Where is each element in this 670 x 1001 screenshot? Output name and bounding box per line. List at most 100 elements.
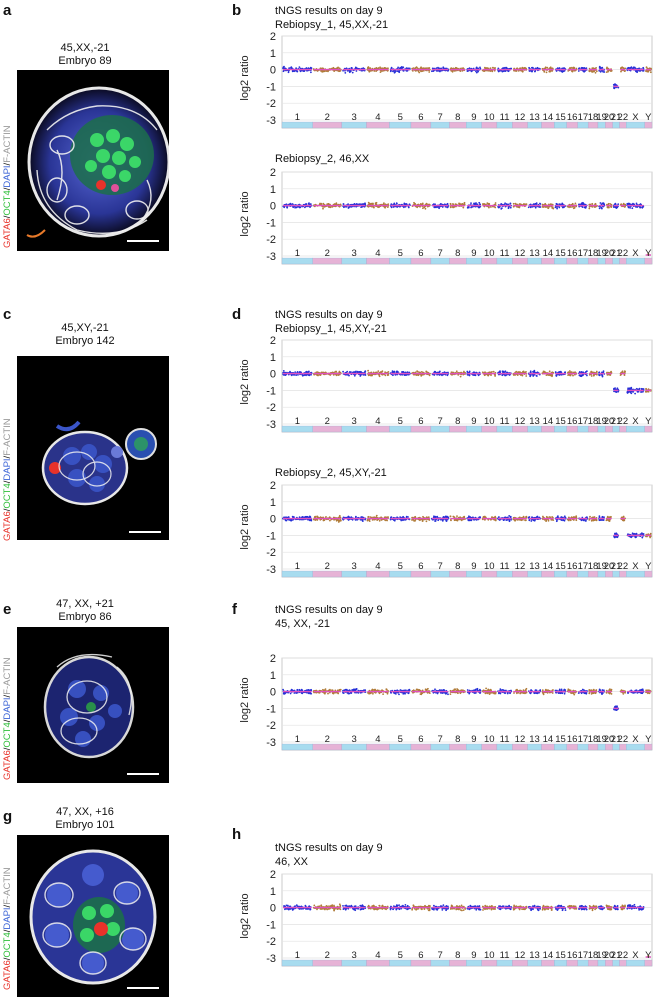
chromosome-strip — [554, 425, 567, 433]
data-point — [438, 207, 440, 210]
data-point — [516, 374, 519, 376]
data-point — [373, 70, 376, 72]
data-point — [475, 519, 478, 521]
data-point — [592, 373, 595, 376]
data-point — [295, 206, 298, 209]
data-point — [458, 202, 460, 205]
data-point — [631, 207, 634, 210]
chromosome-label: 10 — [484, 416, 495, 427]
data-point — [610, 69, 613, 72]
data-point — [634, 392, 636, 395]
data-point — [586, 374, 588, 377]
chromosome-7-points — [431, 66, 450, 73]
chromosome-label: 5 — [398, 416, 403, 427]
data-point — [598, 515, 601, 518]
data-point — [644, 70, 647, 72]
data-point — [608, 520, 611, 522]
chromosome-strip — [566, 257, 578, 265]
chromosome-strip — [554, 570, 567, 578]
data-point — [282, 70, 285, 73]
data-point — [385, 516, 388, 519]
data-point — [392, 70, 394, 73]
stain-sep: / — [2, 215, 13, 219]
data-point — [369, 67, 371, 69]
data-point — [545, 71, 548, 74]
data-point — [397, 66, 399, 69]
chromosome-label: 6 — [418, 416, 423, 427]
chromosome-label: 11 — [500, 248, 510, 259]
chromosome-9-points — [466, 515, 482, 522]
data-point — [588, 374, 591, 376]
chromosome-strip — [566, 425, 578, 433]
y-tick-label: 2 — [270, 480, 276, 492]
chromosome-label: X — [632, 561, 639, 572]
data-point — [370, 202, 373, 205]
data-point — [529, 206, 532, 209]
chromosome-strip — [512, 425, 528, 433]
data-point — [600, 206, 603, 209]
y-tick-label: -3 — [266, 419, 276, 431]
panel-label-d: d — [232, 306, 242, 323]
chromosome-14-points — [541, 202, 555, 210]
chromosome-label: X — [632, 112, 639, 123]
data-point — [289, 692, 292, 695]
chromosome-strip — [541, 121, 555, 129]
chromosome-X-points — [626, 66, 645, 74]
data-point — [569, 519, 572, 522]
panel-label-a: a — [3, 2, 12, 19]
data-point — [598, 65, 601, 68]
data-point — [492, 370, 495, 373]
data-point — [287, 516, 290, 518]
data-point — [387, 67, 389, 70]
data-point — [517, 205, 519, 208]
data-point — [283, 65, 285, 68]
chromosome-label: 17 — [578, 561, 589, 572]
chromosome-22-points — [620, 66, 627, 73]
data-point — [594, 71, 597, 74]
chromosome-label: X — [632, 416, 639, 427]
data-point — [590, 519, 593, 522]
chromosome-label: 13 — [529, 248, 540, 259]
chromosome-19-points — [598, 515, 605, 522]
chromosome-6-points — [411, 515, 431, 523]
data-point — [558, 67, 561, 69]
data-point — [283, 374, 285, 376]
chromosome-label: 4 — [375, 112, 380, 123]
data-point — [451, 70, 454, 72]
data-point — [642, 388, 645, 390]
stain-legend-e: GATA6/OCT4/DAPI/F-ACTIN — [2, 657, 13, 780]
data-point — [345, 206, 347, 208]
chromosome-label: 4 — [375, 416, 380, 427]
data-point — [551, 516, 554, 518]
data-point — [459, 375, 462, 378]
data-point — [351, 518, 354, 521]
chromosome-label: 19 — [596, 248, 607, 259]
chromosome-label: 11 — [500, 112, 510, 123]
chromosome-label: 4 — [375, 248, 380, 259]
chromosome-label: Y — [645, 248, 652, 259]
data-point — [585, 67, 588, 70]
data-point — [316, 516, 319, 519]
data-point — [544, 66, 547, 69]
data-point — [641, 536, 644, 539]
data-point — [595, 519, 598, 522]
data-point — [329, 374, 332, 376]
data-point — [441, 520, 444, 522]
chromosome-5-points — [389, 66, 411, 74]
data-point — [641, 391, 644, 393]
chromosome-strip — [341, 257, 367, 265]
chromosome-10-points — [481, 370, 497, 377]
data-point — [630, 387, 632, 390]
data-point — [589, 515, 591, 518]
data-point — [468, 374, 471, 377]
chromosome-17-points — [578, 201, 588, 209]
data-point — [367, 201, 370, 204]
chromosome-label: 5 — [398, 561, 403, 572]
data-point — [628, 202, 631, 205]
tngs-header-b: tNGS results on day 9 — [275, 5, 383, 17]
y-tick-label: 2 — [270, 167, 276, 179]
scale-bar — [127, 773, 159, 775]
data-point — [503, 66, 505, 69]
chromosome-strip — [449, 570, 467, 578]
data-point — [319, 67, 322, 70]
